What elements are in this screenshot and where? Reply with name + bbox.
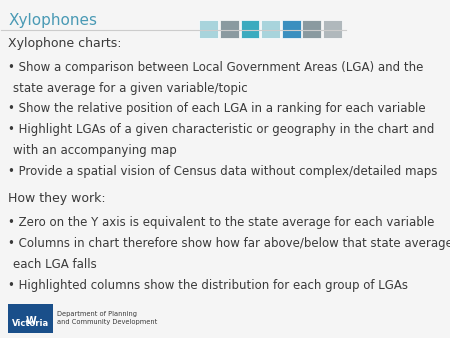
FancyBboxPatch shape <box>302 20 321 38</box>
Text: Victoria: Victoria <box>12 319 49 328</box>
Text: Xylophone charts:: Xylophone charts: <box>8 37 122 50</box>
Text: • Provide a spatial vision of Census data without complex/detailed maps: • Provide a spatial vision of Census dat… <box>8 165 438 178</box>
FancyBboxPatch shape <box>323 20 342 38</box>
Text: • Highlighted columns show the distribution for each group of LGAs: • Highlighted columns show the distribut… <box>8 279 408 292</box>
Text: • Columns in chart therefore show how far above/below that state average: • Columns in chart therefore show how fa… <box>8 237 450 250</box>
Text: How they work:: How they work: <box>8 192 106 205</box>
FancyBboxPatch shape <box>241 20 260 38</box>
FancyBboxPatch shape <box>261 20 280 38</box>
Text: • Highlight LGAs of a given characteristic or geography in the chart and: • Highlight LGAs of a given characterist… <box>8 123 435 136</box>
Text: Xylophones: Xylophones <box>8 13 97 28</box>
FancyBboxPatch shape <box>282 20 301 38</box>
FancyBboxPatch shape <box>8 304 53 333</box>
FancyBboxPatch shape <box>199 20 218 38</box>
Text: W: W <box>25 316 36 326</box>
Text: each LGA falls: each LGA falls <box>14 258 97 271</box>
Text: with an accompanying map: with an accompanying map <box>14 144 177 157</box>
Text: • Show the relative position of each LGA in a ranking for each variable: • Show the relative position of each LGA… <box>8 102 426 115</box>
Text: • Show a comparison between Local Government Areas (LGA) and the: • Show a comparison between Local Govern… <box>8 61 423 74</box>
Text: • Zero on the Y axis is equivalent to the state average for each variable: • Zero on the Y axis is equivalent to th… <box>8 216 435 229</box>
FancyBboxPatch shape <box>220 20 239 38</box>
Text: state average for a given variable/topic: state average for a given variable/topic <box>14 81 248 95</box>
Text: Department of Planning
and Community Development: Department of Planning and Community Dev… <box>57 311 158 325</box>
